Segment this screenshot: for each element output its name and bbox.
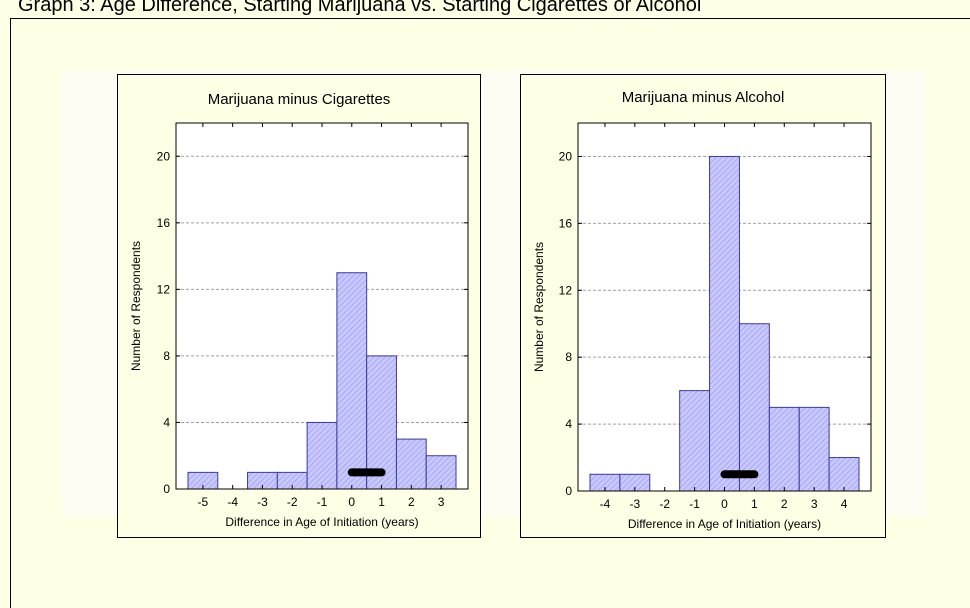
- bar: [336, 272, 368, 490]
- x-tick-label: -4: [600, 497, 611, 511]
- x-tick-label: 4: [841, 497, 848, 511]
- y-tick-label: 16: [559, 216, 573, 230]
- x-tick-label: -1: [689, 497, 700, 511]
- y-axis-label: Number of Respondents: [129, 241, 143, 371]
- y-tick-label: 12: [559, 283, 573, 297]
- x-tick-label: -3: [629, 497, 640, 511]
- plot-frame: [175, 122, 469, 490]
- bar: [738, 323, 770, 492]
- bar: [768, 406, 800, 492]
- bar: [425, 455, 457, 490]
- y-tick-label: 4: [565, 417, 572, 431]
- x-tick-label: 3: [438, 495, 445, 509]
- chart-panel-alcohol: Marijuana minus Alcohol 0 4 8 12 16 20 -4 -3 -2-…: [520, 74, 886, 538]
- y-tick-label: 4: [163, 415, 170, 429]
- x-tick-label: -2: [287, 495, 298, 509]
- x-tick-label: 1: [378, 495, 385, 509]
- bar: [798, 406, 830, 492]
- bar: [828, 457, 860, 492]
- y-tick-label: 0: [565, 484, 572, 498]
- x-tick-label: -4: [227, 495, 238, 509]
- x-tick-label: -1: [317, 495, 328, 509]
- chart-title: Marijuana minus Cigarettes: [207, 91, 391, 108]
- chart-title: Marijuana minus Alcohol: [621, 89, 785, 106]
- y-tick-label: 16: [157, 216, 171, 230]
- page-title: Graph 3: Age Difference, Starting Mariju…: [18, 0, 702, 16]
- y-tick-label: 12: [157, 282, 171, 296]
- plot-frame: [577, 122, 872, 492]
- x-tick-label: 2: [781, 497, 788, 511]
- bar: [366, 355, 397, 490]
- x-tick-label: -3: [257, 495, 268, 509]
- y-tick-label: 8: [163, 349, 170, 363]
- x-tick-label: 0: [348, 495, 355, 509]
- x-axis-label: Difference in Age of Initiation (years): [225, 515, 418, 529]
- y-tick-label: 20: [157, 149, 171, 163]
- x-tick-label: 0: [721, 497, 728, 511]
- x-axis-label: Difference in Age of Initiation (years): [628, 517, 821, 531]
- figure-frame: [10, 18, 970, 608]
- y-tick-label: 20: [559, 149, 573, 163]
- bar: [306, 421, 338, 490]
- bar: [395, 438, 427, 490]
- x-tick-label: -5: [198, 495, 209, 509]
- y-tick-label: 8: [565, 350, 572, 364]
- chart-panel-cigarettes: Marijuana minus Cigarettes 0 4 8 12 16 20 -5 -4…: [117, 74, 481, 538]
- x-tick-label: 3: [811, 497, 818, 511]
- x-tick-label: 1: [751, 497, 758, 511]
- x-tick-label: 2: [408, 495, 415, 509]
- bar: [709, 155, 740, 492]
- x-tick-label: -2: [659, 497, 670, 511]
- y-axis-label: Number of Respondents: [532, 242, 546, 372]
- y-tick-label: 0: [163, 482, 170, 496]
- bar: [679, 390, 711, 492]
